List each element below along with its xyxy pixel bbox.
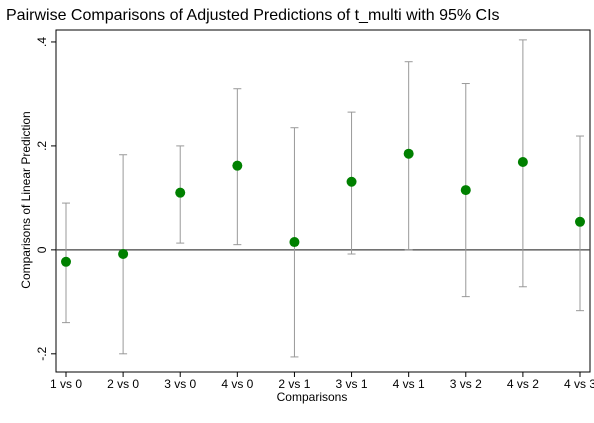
x-tick-label: 3 vs 1 (336, 377, 368, 391)
y-tick-label: .2 (35, 141, 49, 151)
x-tick-label: 1 vs 0 (50, 377, 82, 391)
point (346, 176, 357, 187)
point (61, 256, 71, 267)
point (118, 249, 129, 260)
point (175, 187, 186, 198)
plot-frame (55, 29, 591, 373)
x-tick-label: 3 vs 2 (450, 377, 482, 391)
y-tick-label: -.2 (35, 346, 49, 360)
y-axis-label: Comparisons of Linear Prediction (19, 111, 33, 288)
point (403, 148, 414, 159)
y-tick-label: 0 (35, 246, 49, 253)
point (517, 157, 528, 168)
chart-title: Pairwise Comparisons of Adjusted Predict… (6, 7, 500, 24)
x-axis-label: Comparisons (277, 390, 348, 404)
point (460, 185, 471, 196)
y-tick-label: .4 (35, 37, 49, 47)
x-tick-label: 2 vs 1 (278, 377, 310, 391)
point (575, 216, 585, 227)
x-tick-label: 4 vs 2 (507, 377, 539, 391)
point (289, 237, 300, 248)
x-tick-label: 2 vs 0 (107, 377, 139, 391)
x-tick-label: 4 vs 1 (393, 377, 425, 391)
x-tick-label: 3 vs 0 (164, 377, 196, 391)
x-tick-label: 4 vs 3 (564, 377, 594, 391)
point (232, 160, 243, 171)
x-tick-label: 4 vs 0 (221, 377, 253, 391)
